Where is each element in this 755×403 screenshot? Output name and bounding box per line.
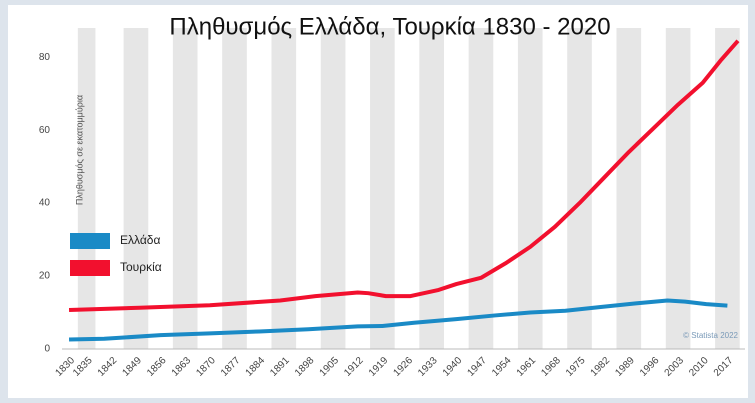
y-tick-label: 40 [39, 198, 51, 209]
stripe [370, 28, 395, 349]
stripe [172, 28, 198, 349]
stripe [468, 28, 494, 349]
stripe [222, 28, 247, 349]
stripe [616, 28, 642, 349]
stripe [567, 28, 592, 349]
stripe [320, 28, 346, 349]
legend-swatch [70, 260, 110, 276]
y-axis-label: Πληθυσμός σε εκατομμύρια [74, 95, 84, 205]
chart-title: Πληθυσμός Ελλάδα, Τουρκία 1830 - 2020 [169, 13, 610, 40]
y-tick-label: 80 [39, 52, 51, 63]
credit: © Statista 2022 [683, 331, 738, 340]
y-tick-label: 0 [44, 344, 50, 355]
legend-swatch [70, 233, 110, 249]
legend-label: Ελλάδα [120, 233, 160, 247]
y-tick-label: 20 [39, 271, 51, 282]
stripe [123, 28, 149, 349]
stripe [715, 28, 740, 349]
stripe [271, 28, 297, 349]
stripe [419, 28, 444, 349]
y-tick-label: 60 [39, 125, 51, 136]
stripe [665, 28, 691, 349]
legend-label: Τουρκία [120, 260, 162, 274]
line [68, 39, 740, 312]
line [68, 298, 728, 342]
stripe [517, 28, 543, 349]
